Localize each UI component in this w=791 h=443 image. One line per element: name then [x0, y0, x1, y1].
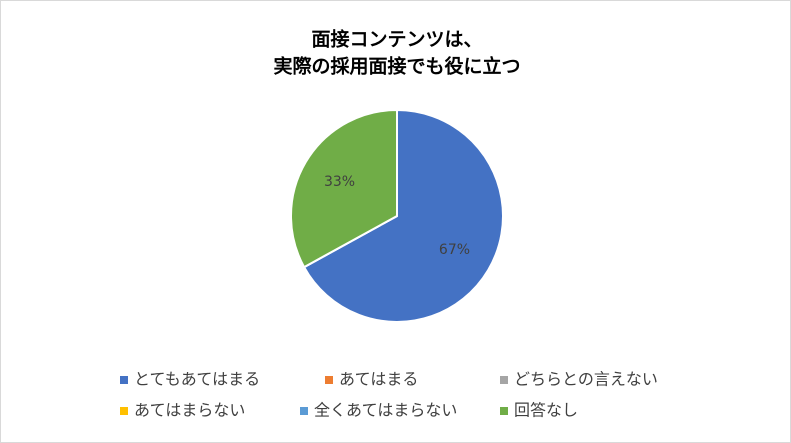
legend-label: どちらとの言えない	[514, 370, 658, 389]
chart-title: 面接コンテンツは、	[311, 29, 482, 51]
legend-label: とてもあてはまる	[134, 370, 260, 389]
legend-swatch	[120, 407, 128, 415]
legend-swatch	[300, 407, 308, 415]
legend-label: 全くあてはまらない	[314, 401, 457, 420]
legend-label: 回答なし	[514, 401, 578, 420]
data-label: 33%	[324, 174, 355, 190]
legend-label: あてはまらない	[134, 401, 245, 420]
data-label: 67%	[439, 242, 470, 258]
legend-swatch	[500, 376, 508, 384]
pie-slice	[302, 108, 504, 323]
legend-label: あてはまる	[339, 370, 418, 389]
legend-swatch	[120, 376, 128, 384]
legend-swatch	[500, 407, 508, 415]
legend-swatch	[325, 376, 333, 384]
pie-slice	[290, 108, 398, 269]
chart-title: 実際の採用面接でも役に立つ	[273, 55, 520, 78]
